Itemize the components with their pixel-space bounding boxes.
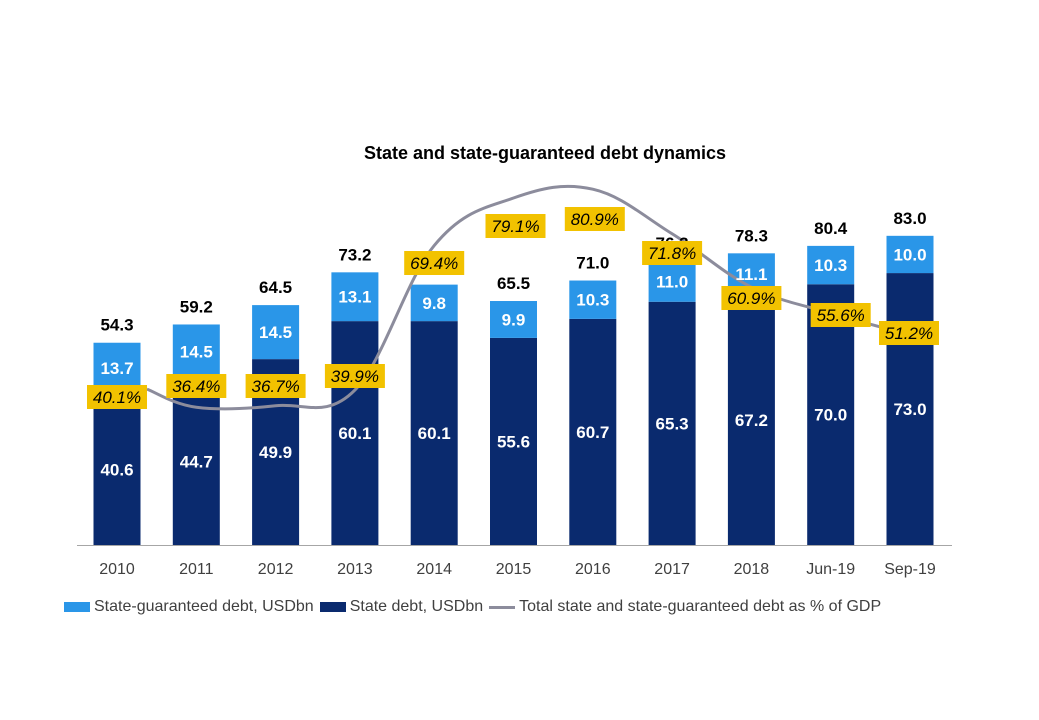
chart-title: State and state-guaranteed debt dynamics bbox=[363, 143, 727, 163]
gdp-percent-label: 51.2% bbox=[885, 324, 933, 343]
guaranteed-debt-label: 10.3 bbox=[576, 291, 609, 310]
legend-label-gdp: Total state and state-guaranteed debt as… bbox=[519, 598, 882, 615]
x-tick-label: Sep-19 bbox=[884, 561, 936, 578]
state-debt-label: 60.1 bbox=[338, 424, 371, 443]
x-tick-label: 2012 bbox=[258, 561, 294, 578]
bar-guaranteed-debt bbox=[252, 305, 300, 360]
guaranteed-debt-label: 11.0 bbox=[656, 272, 688, 291]
gdp-percent-label: 40.1% bbox=[93, 388, 141, 407]
guaranteed-debt-label: 9.9 bbox=[502, 310, 526, 329]
legend-item-state: State debt, USDbn bbox=[319, 598, 484, 616]
x-tick-label: 2014 bbox=[416, 561, 452, 578]
guaranteed-debt-label: 14.5 bbox=[259, 323, 292, 342]
bar-state-debt bbox=[727, 294, 775, 545]
x-tick-label: Jun-19 bbox=[806, 561, 855, 578]
state-debt-label: 49.9 bbox=[259, 443, 292, 462]
total-debt-label: 83.0 bbox=[893, 209, 926, 228]
gdp-percent-label: 80.9% bbox=[571, 210, 619, 229]
gdp-percent-label: 39.9% bbox=[331, 367, 379, 386]
gdp-percent-label-box bbox=[810, 303, 871, 327]
legend-label-state: State debt, USDbn bbox=[349, 598, 484, 615]
x-tick-label: 2016 bbox=[575, 561, 611, 578]
legend: State-guaranteed debt, USDbn State debt,… bbox=[64, 598, 881, 616]
gdp-percent-label-box bbox=[485, 214, 546, 238]
bar-guaranteed-debt bbox=[410, 284, 458, 322]
x-tick-label: 2015 bbox=[496, 561, 532, 578]
state-debt-label: 44.7 bbox=[180, 453, 213, 472]
gdp-percent-label: 36.4% bbox=[172, 377, 220, 396]
guaranteed-debt-label: 13.1 bbox=[338, 288, 371, 307]
bar-state-debt bbox=[569, 318, 617, 545]
gdp-percent-label-box bbox=[87, 385, 147, 409]
total-debt-label: 80.4 bbox=[814, 219, 848, 238]
guaranteed-debt-label: 9.8 bbox=[422, 294, 446, 313]
guaranteed-debt-label: 10.0 bbox=[893, 245, 926, 264]
gdp-percent-label-box bbox=[324, 364, 385, 388]
legend-swatch-state bbox=[319, 602, 346, 612]
total-debt-label: 65.5 bbox=[497, 274, 530, 293]
x-tick-label: 2010 bbox=[99, 561, 135, 578]
state-debt-label: 60.1 bbox=[418, 424, 451, 443]
legend-item-gdp: Total state and state-guaranteed debt as… bbox=[489, 598, 881, 616]
gdp-percent-label: 36.7% bbox=[251, 377, 299, 396]
bar-guaranteed-debt bbox=[490, 301, 537, 338]
bar-state-debt bbox=[331, 321, 379, 545]
state-debt-label: 73.0 bbox=[893, 400, 926, 419]
guaranteed-debt-label: 11.1 bbox=[735, 265, 767, 284]
bar-guaranteed-debt bbox=[172, 324, 220, 379]
state-debt-label: 70.0 bbox=[814, 406, 847, 425]
gdp-percent-label-box bbox=[564, 207, 625, 231]
gdp-percent-label: 60.9% bbox=[727, 289, 775, 308]
total-debt-label: 78.3 bbox=[735, 226, 768, 245]
total-debt-label: 54.3 bbox=[100, 316, 133, 335]
guaranteed-debt-label: 10.3 bbox=[814, 256, 847, 275]
x-tick-label: 2011 bbox=[179, 561, 214, 578]
legend-swatch-gdp bbox=[489, 605, 516, 609]
bar-state-debt bbox=[648, 301, 696, 545]
legend-item-guaranteed: State-guaranteed debt, USDbn bbox=[64, 598, 314, 616]
bar-state-debt bbox=[490, 337, 537, 545]
gdp-percent-label-box bbox=[721, 286, 782, 310]
bar-guaranteed-debt bbox=[807, 245, 855, 285]
gdp-percent-label: 69.4% bbox=[410, 254, 458, 273]
gdp-percent-label-box bbox=[166, 374, 227, 398]
x-tick-label: 2017 bbox=[654, 561, 690, 578]
bar-guaranteed-debt bbox=[886, 235, 934, 274]
bar-guaranteed-debt bbox=[569, 280, 617, 319]
state-debt-label: 65.3 bbox=[656, 414, 689, 433]
state-debt-label: 60.7 bbox=[576, 423, 609, 442]
total-debt-label: 73.2 bbox=[338, 245, 371, 264]
state-debt-label: 40.6 bbox=[100, 460, 133, 479]
total-debt-label: 59.2 bbox=[180, 297, 213, 316]
total-debt-label: 71.0 bbox=[576, 254, 609, 273]
state-debt-label: 67.2 bbox=[735, 411, 768, 430]
gdp-percent-label: 55.6% bbox=[817, 306, 865, 325]
bar-guaranteed-debt bbox=[648, 260, 696, 302]
guaranteed-debt-label: 13.7 bbox=[100, 359, 133, 378]
bar-state-debt bbox=[807, 284, 855, 545]
guaranteed-debt-label: 14.5 bbox=[180, 342, 213, 361]
bar-state-debt bbox=[886, 273, 934, 545]
bar-state-debt bbox=[93, 393, 141, 545]
x-tick-label: 2018 bbox=[734, 561, 770, 578]
gdp-percent-label-box bbox=[642, 241, 703, 265]
gdp-percent-label-box bbox=[879, 321, 939, 345]
legend-label-guaranteed: State-guaranteed debt, USDbn bbox=[94, 598, 314, 615]
gdp-percent-label: 71.8% bbox=[648, 244, 696, 263]
gdp-percent-label-box bbox=[404, 251, 465, 275]
gdp-percent-label: 79.1% bbox=[491, 217, 539, 236]
bar-state-debt bbox=[410, 321, 458, 545]
x-tick-label: 2013 bbox=[337, 561, 373, 578]
state-debt-label: 55.6 bbox=[497, 432, 530, 451]
legend-swatch-guaranteed bbox=[64, 602, 90, 612]
total-debt-label: 64.5 bbox=[259, 278, 292, 297]
gdp-percent-label-box bbox=[245, 374, 306, 398]
bar-guaranteed-debt bbox=[331, 272, 379, 322]
